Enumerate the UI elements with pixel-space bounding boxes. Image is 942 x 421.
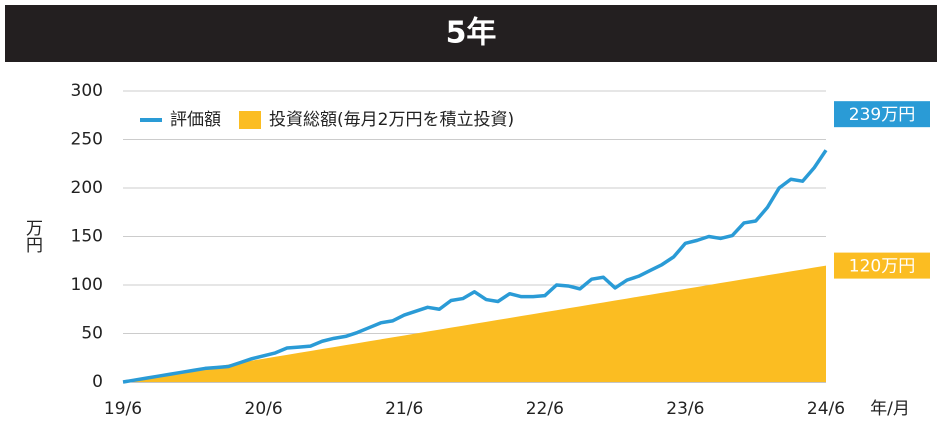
end-label-text: 239万円 <box>849 105 915 125</box>
end-label: 239万円 <box>834 101 930 128</box>
chart-title: 5年 <box>446 16 497 51</box>
x-tick-label: 21/6 <box>385 399 423 419</box>
area <box>123 265 826 382</box>
y-tick-label: 200 <box>71 178 103 198</box>
legend-swatch <box>239 111 261 129</box>
end-label-box <box>834 101 930 128</box>
y-tick-label: 300 <box>71 81 103 101</box>
end-label: 120万円 <box>834 252 930 279</box>
y-tick-label: 0 <box>92 372 103 392</box>
title-bar <box>5 5 937 62</box>
end-label-text: 120万円 <box>849 257 915 277</box>
y-axis-label-text: 万円 <box>22 219 43 254</box>
x-tick-label: 24/6 <box>807 399 845 419</box>
legend-label: 評価額 <box>170 110 221 130</box>
y-axis-label: 万円 <box>22 219 43 254</box>
x-tick-label: 23/6 <box>666 399 704 419</box>
y-tick-label: 50 <box>81 324 103 344</box>
y-tick-label: 150 <box>71 227 103 247</box>
x-tick-label: 22/6 <box>526 399 564 419</box>
x-axis-label: 年/月 <box>870 399 910 419</box>
x-tick-label: 19/6 <box>104 399 142 419</box>
y-tick-label: 250 <box>71 130 103 150</box>
end-label-box <box>834 252 930 279</box>
x-tick-label: 20/6 <box>245 399 283 419</box>
y-tick-label: 100 <box>71 275 103 295</box>
legend-label: 投資総額(毎月2万円を積立投資) <box>269 110 514 130</box>
line <box>122 149 828 384</box>
